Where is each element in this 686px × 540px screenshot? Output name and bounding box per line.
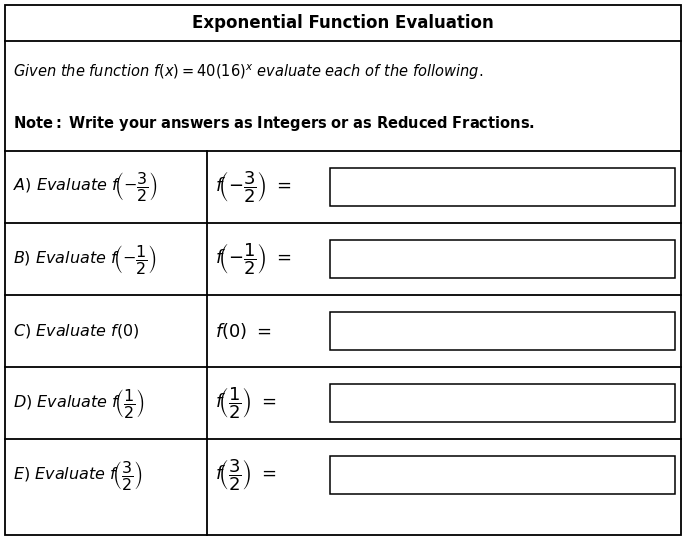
Text: $f\!\left(\dfrac{3}{2}\right)\ =$: $f\!\left(\dfrac{3}{2}\right)\ =$ (215, 457, 276, 493)
Text: Exponential Function Evaluation: Exponential Function Evaluation (192, 14, 494, 32)
Text: $f\!\left(-\dfrac{1}{2}\right)\ =$: $f\!\left(-\dfrac{1}{2}\right)\ =$ (215, 241, 292, 277)
Bar (330, 168, 675, 206)
Text: $\mathit{D)\ Evaluate}\ f\!\left(\dfrac{1}{2}\right)$: $\mathit{D)\ Evaluate}\ f\!\left(\dfrac{… (13, 387, 145, 420)
Text: $\mathit{B)\ Evaluate}\ f\!\left(-\dfrac{1}{2}\right)$: $\mathit{B)\ Evaluate}\ f\!\left(-\dfrac… (13, 242, 157, 275)
Bar (330, 456, 675, 494)
Text: $f\!\left(-\dfrac{3}{2}\right)\ =$: $f\!\left(-\dfrac{3}{2}\right)\ =$ (215, 169, 292, 205)
Text: $\mathbf{Note{:}\ Write\ your\ answers\ as\ Integers\ or\ as\ Reduced\ Fractions: $\mathbf{Note{:}\ Write\ your\ answers\ … (13, 114, 535, 133)
Text: $\mathit{C)\ Evaluate}\ f(0)$: $\mathit{C)\ Evaluate}\ f(0)$ (13, 322, 140, 340)
Bar (330, 384, 675, 422)
Text: $\mathit{A)\ Evaluate}\ f\!\left(-\dfrac{3}{2}\right)$: $\mathit{A)\ Evaluate}\ f\!\left(-\dfrac… (13, 171, 158, 204)
Text: $\mathit{Given\ the\ function}\ f(x) = 40(16)^x\ \mathit{evaluate\ each\ of\ the: $\mathit{Given\ the\ function}\ f(x) = 4… (13, 62, 484, 82)
Text: $f(0)\ =$: $f(0)\ =$ (215, 321, 271, 341)
Bar (330, 312, 675, 350)
Text: $f\!\left(\dfrac{1}{2}\right)\ =$: $f\!\left(\dfrac{1}{2}\right)\ =$ (215, 385, 276, 421)
Text: $\mathit{E)\ Evaluate}\ f\!\left(\dfrac{3}{2}\right)$: $\mathit{E)\ Evaluate}\ f\!\left(\dfrac{… (13, 458, 143, 491)
Bar (330, 240, 675, 278)
